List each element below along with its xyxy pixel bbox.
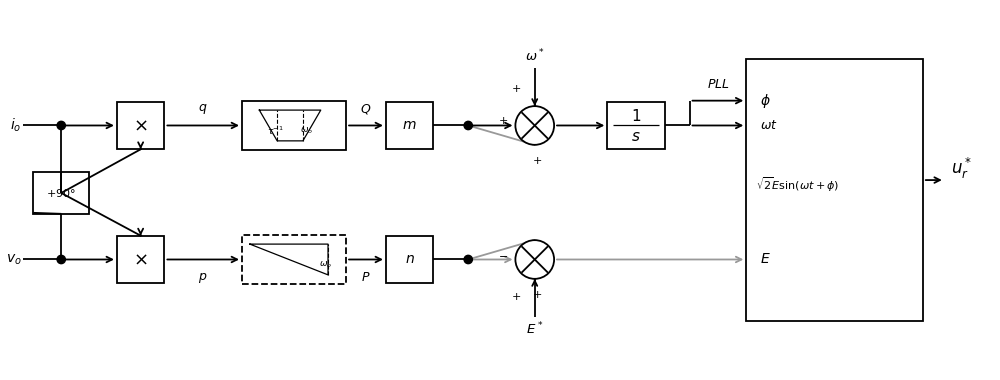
Text: $\times$: $\times$ — [133, 250, 148, 269]
Text: $+$: $+$ — [511, 291, 521, 302]
Text: $\sqrt{2}E\sin(\omega t+\phi)$: $\sqrt{2}E\sin(\omega t+\phi)$ — [756, 176, 839, 194]
Text: $E^*$: $E^*$ — [526, 321, 543, 337]
Text: $1$: $1$ — [631, 108, 641, 124]
Bar — [746, 59, 923, 321]
Text: $\omega_o$: $\omega_o$ — [300, 126, 313, 136]
Text: $Q$: $Q$ — [360, 101, 372, 116]
Text: $n$: $n$ — [405, 252, 415, 266]
Text: $-$: $-$ — [498, 250, 508, 260]
Text: $E$: $E$ — [760, 252, 771, 266]
Text: $+$: $+$ — [498, 115, 508, 126]
Text: $\times$: $\times$ — [133, 117, 148, 135]
Bar — [386, 236, 433, 283]
Bar — [117, 236, 164, 283]
Text: $u^*_r$: $u^*_r$ — [951, 156, 972, 181]
Text: $+$: $+$ — [511, 83, 521, 94]
Bar — [242, 101, 346, 150]
Text: $i_o$: $i_o$ — [10, 117, 22, 134]
Text: $+90°$: $+90°$ — [46, 187, 76, 199]
Bar — [117, 102, 164, 149]
Circle shape — [57, 121, 65, 130]
Bar — [607, 102, 665, 149]
Text: $\omega_o$: $\omega_o$ — [319, 260, 333, 270]
Circle shape — [515, 240, 554, 279]
Text: $p$: $p$ — [198, 271, 208, 285]
Circle shape — [464, 121, 472, 130]
Text: $q$: $q$ — [198, 101, 208, 116]
Text: $\omega^*$: $\omega^*$ — [525, 48, 545, 65]
Text: $s$: $s$ — [631, 129, 641, 144]
Circle shape — [515, 106, 554, 145]
Text: $\tau^{-1}$: $\tau^{-1}$ — [267, 125, 284, 137]
Circle shape — [464, 255, 472, 264]
Bar — [242, 235, 346, 284]
Text: $v_o$: $v_o$ — [6, 252, 22, 267]
Text: $m$: $m$ — [402, 119, 417, 133]
Text: $PLL$: $PLL$ — [707, 78, 729, 91]
Bar — [33, 172, 89, 214]
Text: $\omega t$: $\omega t$ — [760, 119, 778, 132]
Circle shape — [57, 255, 65, 264]
Bar — [386, 102, 433, 149]
Text: $+$: $+$ — [532, 155, 542, 166]
Text: $+$: $+$ — [532, 289, 542, 300]
Text: $P$: $P$ — [361, 271, 371, 284]
Text: $\phi$: $\phi$ — [760, 92, 771, 110]
